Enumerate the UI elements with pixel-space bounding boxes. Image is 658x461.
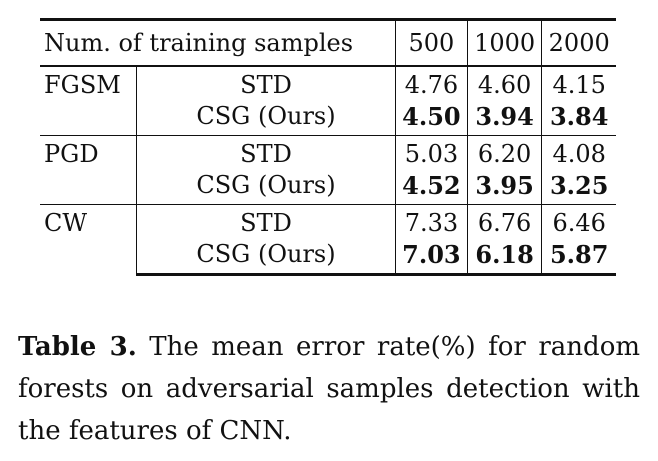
value-cell: 6.46: [541, 204, 616, 239]
table-row: FGSM STD 4.76 4.60 4.15: [40, 65, 616, 136]
value-cell-best: 7.03: [395, 239, 468, 276]
header-col-1000: 1000: [466, 18, 542, 66]
value-cell-best: 4.52: [395, 170, 468, 205]
table-row: CW STD 7.33 6.76 6.46: [40, 204, 616, 275]
table-row: PGD STD 5.03 6.20 4.08: [40, 135, 616, 205]
value-cell: 7.33: [395, 204, 468, 239]
method-label: CSG (Ours): [196, 171, 336, 199]
value-cell: 4.60: [466, 65, 542, 101]
header-label: Num. of training samples: [40, 18, 396, 66]
table-row: CSG (Ours) 4.52 3.95 3.25: [40, 170, 616, 205]
value-cell: 6.20: [466, 135, 542, 170]
header-col-2000: 2000: [541, 18, 616, 66]
caption-text: The mean error rate(%) for random forest…: [18, 332, 640, 446]
value-cell: 4.08: [541, 135, 616, 170]
results-table: Num. of training samples 500 1000 2000 F…: [40, 18, 616, 276]
results-table-container: Num. of training samples 500 1000 2000 F…: [40, 18, 616, 276]
header-col-500: 500: [395, 18, 468, 66]
value-cell: 4.15: [541, 65, 616, 101]
attack-label-cw: CW: [40, 204, 137, 275]
method-label: CSG (Ours): [196, 102, 336, 130]
value-cell-best: 6.18: [466, 239, 542, 276]
method-label: CSG (Ours): [136, 239, 396, 276]
attack-label-pgd: PGD: [40, 135, 137, 205]
value-cell: 6.76: [466, 204, 542, 239]
attack-label-fgsm: FGSM: [40, 65, 137, 136]
value-cell-best: 5.87: [541, 239, 616, 276]
table-row: CSG (Ours) 4.50 3.94 3.84: [40, 101, 616, 136]
table-header-row: Num. of training samples 500 1000 2000: [40, 18, 616, 66]
table-row: CSG (Ours) 7.03 6.18 5.87: [40, 239, 616, 276]
value-cell-best: 3.95: [466, 170, 542, 205]
value-cell: 4.76: [395, 65, 468, 101]
method-label: STD: [136, 135, 396, 170]
value-cell-best: 4.50: [395, 101, 468, 136]
method-label: STD: [136, 204, 396, 239]
value-cell-best: 3.84: [541, 101, 616, 136]
caption-label: Table 3.: [18, 332, 137, 362]
value-cell-best: 3.25: [541, 170, 616, 205]
value-cell: 5.03: [395, 135, 468, 170]
table-caption: Table 3. The mean error rate(%) for rand…: [18, 326, 640, 452]
value-cell-best: 3.94: [466, 101, 542, 136]
method-label: STD: [136, 65, 396, 101]
